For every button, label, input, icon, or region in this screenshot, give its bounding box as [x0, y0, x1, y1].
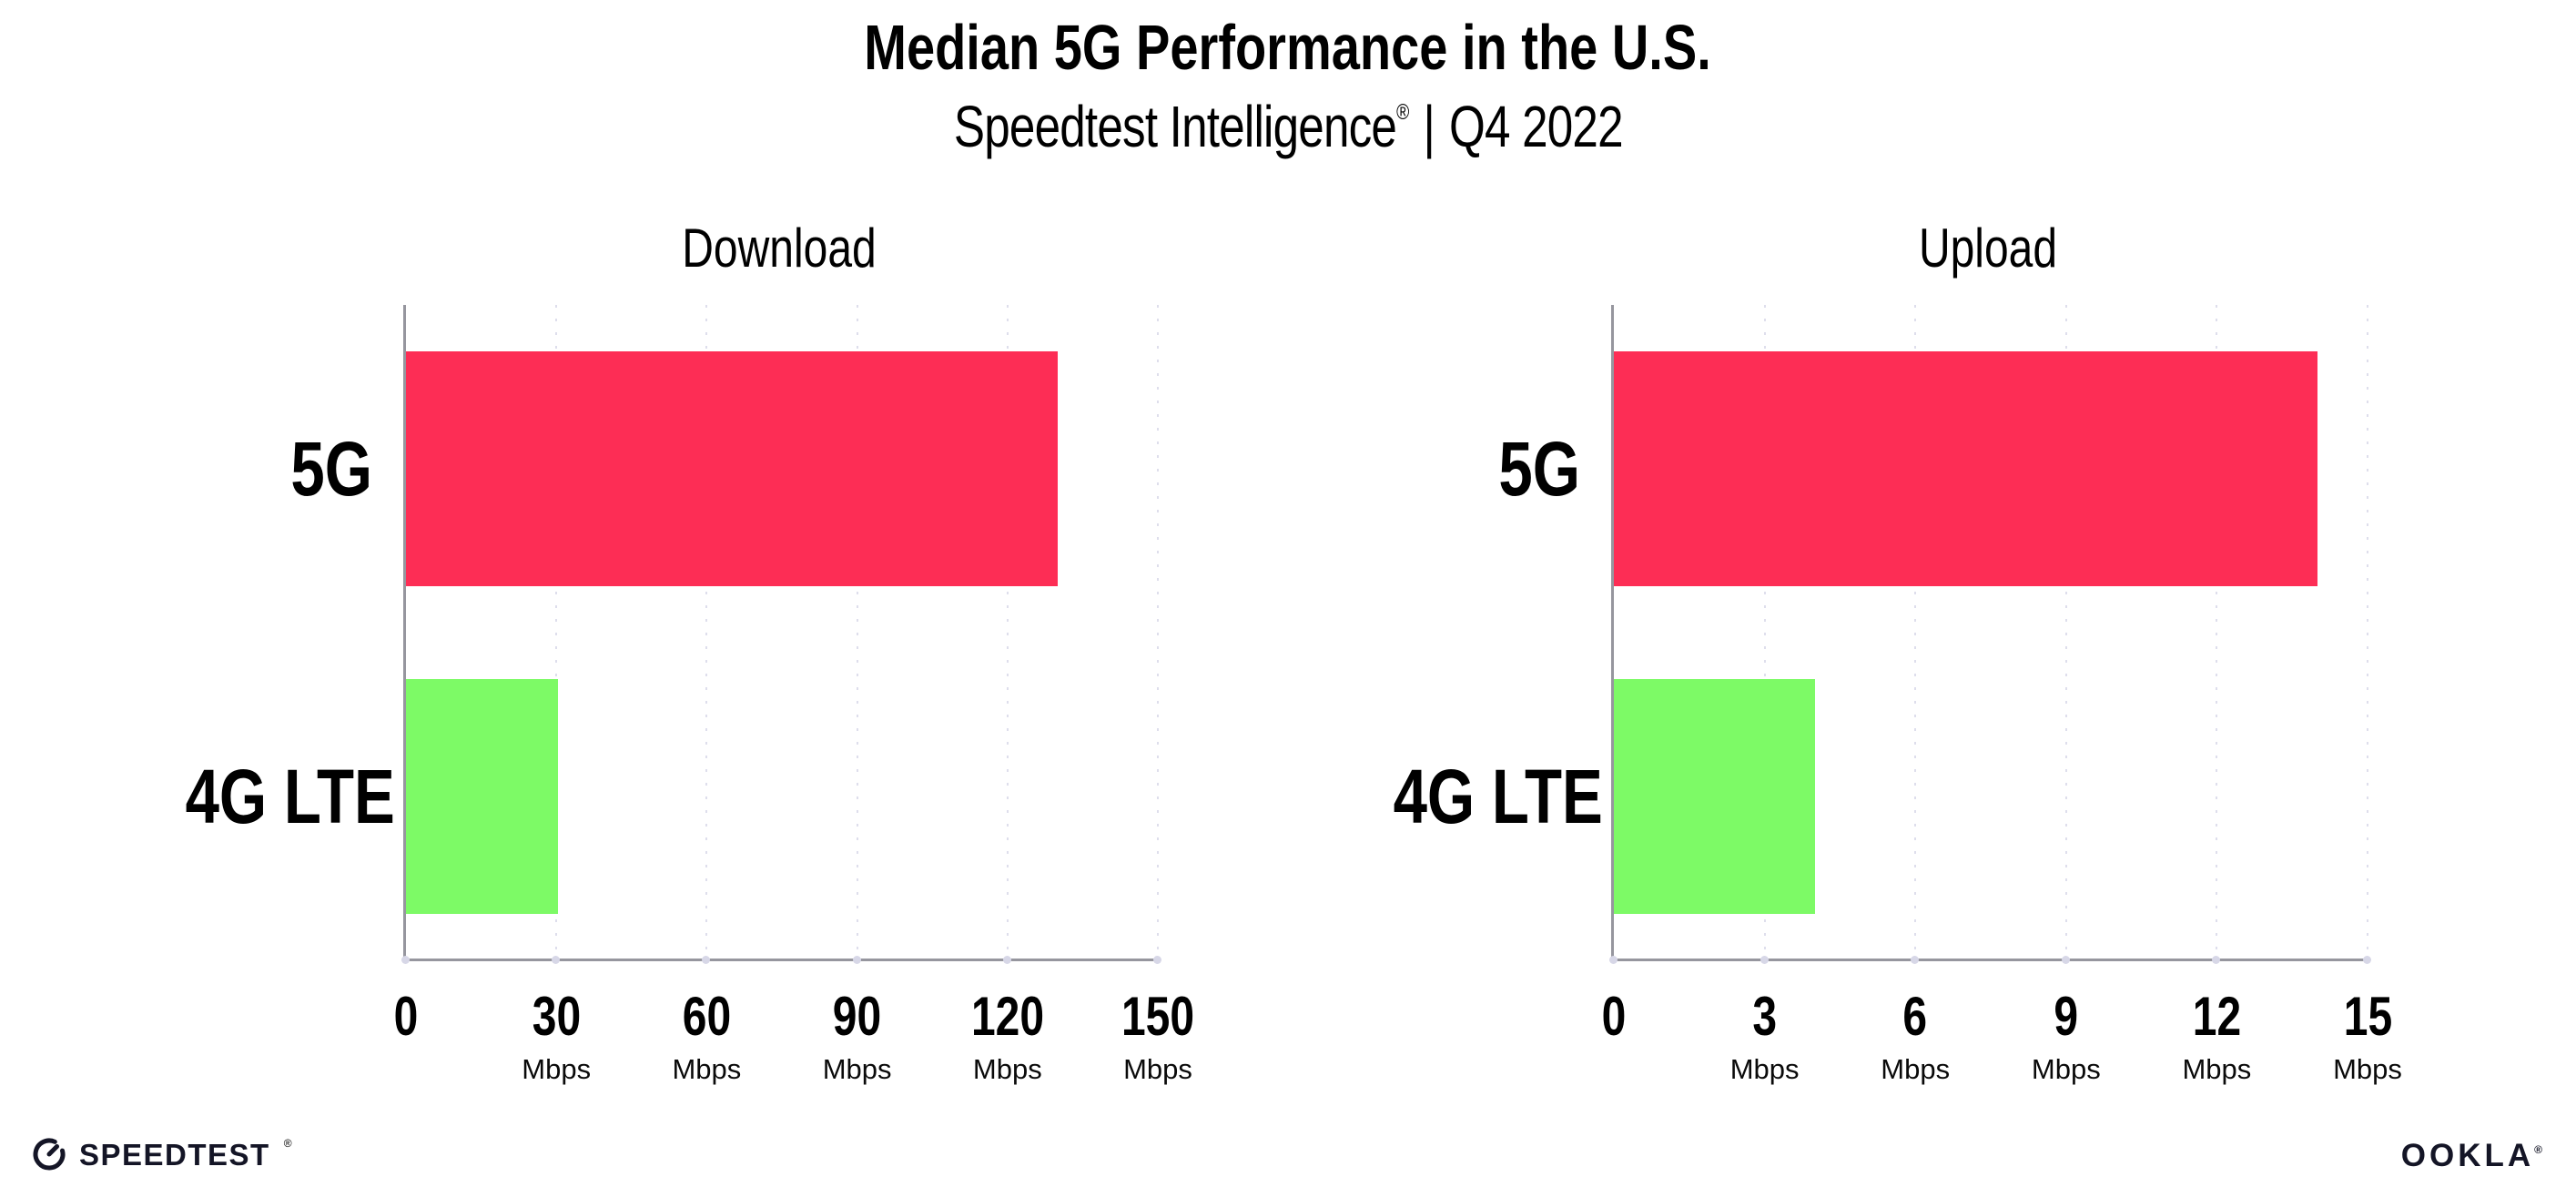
x-tick-label: 150 Mbps — [1121, 986, 1195, 1085]
x-tick-label: 90 Mbps — [822, 986, 892, 1085]
subtitle-separator: | — [1423, 94, 1435, 159]
axis-tick-dot — [1911, 956, 1920, 964]
subtitle-period: Q4 2022 — [1448, 94, 1624, 159]
axis-tick-dot — [1609, 956, 1618, 964]
axis-tick-dot — [552, 956, 561, 964]
gridline — [1763, 305, 1766, 959]
subtitle-product: Speedtest Intelligence — [953, 94, 1397, 159]
upload-chart-title: Upload — [1918, 218, 2058, 279]
gridline — [1914, 305, 1917, 959]
axis-tick-dot — [1002, 956, 1011, 964]
gridline — [856, 305, 858, 959]
x-tick-label: 120 Mbps — [970, 986, 1044, 1085]
category-label-4g-lte: 4G LTE — [185, 754, 395, 839]
bar-4g-lte — [406, 679, 558, 914]
bar-4g-lte — [1614, 679, 1815, 914]
x-tick-label: 0 — [1601, 986, 1627, 1047]
gauge-icon — [33, 1138, 66, 1171]
x-tick-label: 9 Mbps — [2031, 986, 2101, 1085]
bar-5g — [1614, 351, 2317, 586]
registered-mark: ® — [1395, 100, 1409, 125]
bar-5g — [406, 351, 1058, 586]
page-subtitle: Speedtest Intelligence® | Q4 2022 — [0, 96, 2576, 157]
ookla-wordmark: OOKLA — [2400, 1138, 2535, 1173]
download-chart-title: Download — [682, 218, 877, 279]
x-tick-label: 3 Mbps — [1729, 986, 1800, 1085]
x-tick-label: 12 Mbps — [2182, 986, 2252, 1085]
axis-tick-dot — [401, 956, 410, 964]
page-title: Median 5G Performance in the U.S. — [864, 12, 1712, 83]
gridline — [555, 305, 558, 959]
gridline — [2367, 305, 2368, 959]
axis-tick-dot — [2212, 956, 2221, 964]
x-tick-label: 15 Mbps — [2333, 986, 2402, 1085]
x-tick-label: 60 Mbps — [672, 986, 742, 1085]
gridline — [1006, 305, 1009, 959]
upload-chart-plot-area: 5G 4G LTE 0 3 Mbps 6 Mbps 9 Mbps 12 Mbps 15 Mbps — [1394, 305, 2402, 1083]
x-tick-label: 30 Mbps — [522, 986, 592, 1085]
axis-tick-dot — [1760, 956, 1769, 964]
axis-tick-dot — [1153, 956, 1161, 964]
axis-tick-dot — [702, 956, 711, 964]
x-tick-label: 6 Mbps — [1881, 986, 1951, 1085]
speedtest-logo: SPEEDTEST ® — [31, 1136, 292, 1172]
gridline — [705, 305, 708, 959]
axis-tick-dot — [2061, 956, 2070, 964]
x-tick-label: 0 — [393, 986, 419, 1047]
registered-mark: ® — [283, 1137, 292, 1150]
axis-tick-dot — [2363, 956, 2371, 964]
axis-tick-dot — [852, 956, 861, 964]
category-label-4g-lte: 4G LTE — [1393, 754, 1603, 839]
ookla-logo: OOKLA® — [2401, 1140, 2546, 1172]
gridline — [2216, 305, 2218, 959]
registered-mark: ® — [2534, 1143, 2546, 1156]
download-chart-plot-area: 5G 4G LTE 0 30 Mbps 60 Mbps 90 Mbps 120 Mbps 150 M… — [186, 305, 1194, 1083]
category-label-5g: 5G — [290, 426, 372, 512]
category-label-5g: 5G — [1498, 426, 1580, 512]
gridline — [2064, 305, 2067, 959]
gridline — [1157, 305, 1159, 959]
speedtest-wordmark: SPEEDTEST — [79, 1137, 270, 1172]
